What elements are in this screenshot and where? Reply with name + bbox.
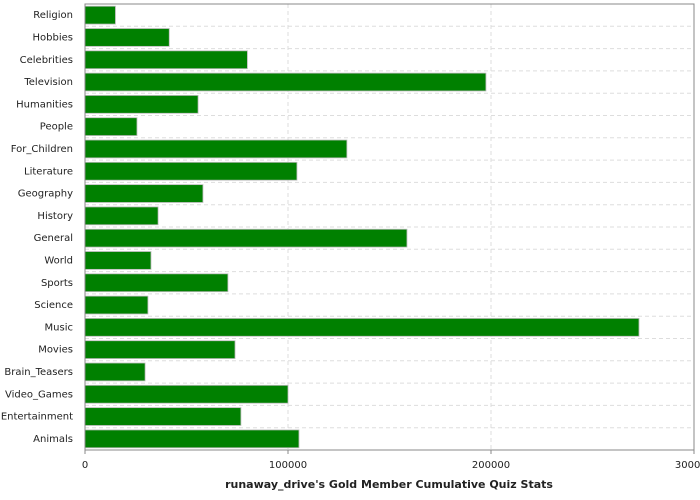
y-tick-label: Celebrities bbox=[20, 55, 73, 66]
bar bbox=[84, 184, 204, 203]
y-tick-label: General bbox=[34, 233, 73, 244]
y-tick-label: Brain_Teasers bbox=[4, 367, 73, 378]
y-tick-label: Religion bbox=[33, 10, 73, 21]
bar bbox=[84, 139, 348, 159]
x-tick-label: 300000 bbox=[675, 460, 700, 471]
chart-title: runaway_drive's Gold Member Cumulative Q… bbox=[225, 478, 553, 491]
y-tick-label: Animals bbox=[33, 434, 73, 445]
bar bbox=[84, 340, 236, 359]
y-tick-label: People bbox=[40, 122, 73, 133]
bar bbox=[84, 161, 298, 181]
y-tick-label: Movies bbox=[38, 345, 73, 356]
x-tick-label: 0 bbox=[82, 460, 88, 471]
y-tick-label: Television bbox=[23, 77, 73, 88]
bar bbox=[84, 28, 170, 47]
plot-frame bbox=[84, 3, 695, 451]
bar bbox=[84, 407, 242, 426]
y-tick-label: Literature bbox=[24, 166, 73, 177]
y-tick-label: Music bbox=[45, 322, 73, 333]
y-tick-label: Entertainment bbox=[1, 412, 73, 423]
y-tick-label: For_Children bbox=[11, 144, 73, 155]
bar bbox=[84, 318, 640, 337]
bar bbox=[84, 362, 146, 382]
bar bbox=[84, 228, 408, 248]
bar bbox=[84, 95, 199, 114]
y-tick-label: Science bbox=[34, 300, 73, 311]
bar bbox=[84, 429, 300, 449]
bar bbox=[84, 72, 487, 92]
y-tick-label: World bbox=[44, 255, 73, 266]
y-tick-label: Humanities bbox=[16, 99, 73, 110]
bar bbox=[84, 251, 152, 270]
bar bbox=[84, 117, 138, 136]
x-tick-label: 100000 bbox=[269, 460, 307, 471]
y-tick-label: Sports bbox=[41, 278, 73, 289]
bar bbox=[84, 273, 229, 293]
y-tick-label: History bbox=[37, 211, 73, 222]
y-tick-label: Hobbies bbox=[33, 32, 73, 43]
bar bbox=[84, 384, 289, 404]
bar bbox=[84, 5, 116, 25]
bar bbox=[84, 206, 159, 226]
bar bbox=[84, 295, 149, 315]
bar bbox=[84, 50, 248, 70]
y-tick-label: Geography bbox=[18, 189, 73, 200]
x-tick-label: 200000 bbox=[472, 460, 510, 471]
y-tick-label: Video_Games bbox=[5, 389, 73, 400]
